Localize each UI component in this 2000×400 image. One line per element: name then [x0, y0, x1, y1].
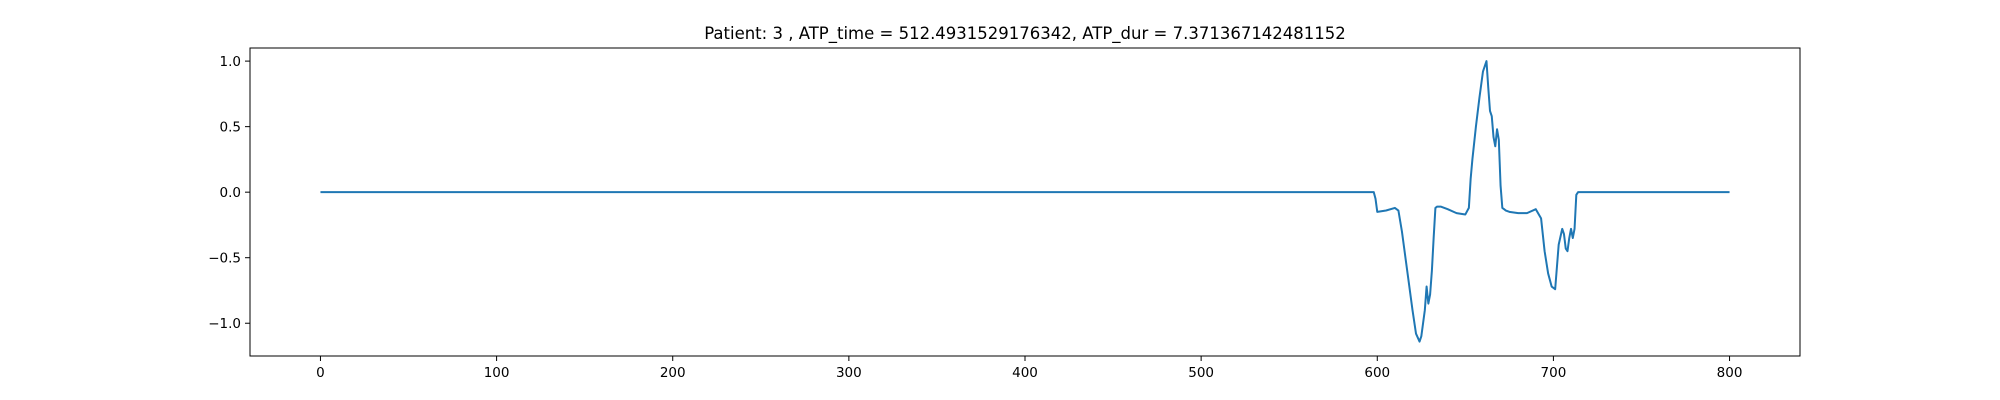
series-line-0 — [320, 60, 1730, 343]
y-tick-label: 1.0 — [220, 54, 241, 70]
x-tick-label: 400 — [1012, 365, 1038, 381]
x-tick-label: 700 — [1541, 365, 1567, 381]
x-tick-label: 0 — [316, 365, 325, 381]
chart-title: Patient: 3 , ATP_time = 512.493152917634… — [704, 24, 1346, 44]
x-tick-label: 300 — [836, 365, 862, 381]
x-tick-label: 600 — [1364, 365, 1390, 381]
y-tick-label: −1.0 — [208, 316, 241, 332]
y-tick-label: −0.5 — [208, 251, 241, 267]
x-tick-label: 100 — [484, 365, 510, 381]
y-tick-label: 0.0 — [220, 185, 241, 201]
x-tick-label: 500 — [1188, 365, 1214, 381]
y-tick-label: 0.5 — [220, 120, 241, 136]
x-tick-label: 200 — [660, 365, 686, 381]
x-tick-label: 800 — [1717, 365, 1743, 381]
